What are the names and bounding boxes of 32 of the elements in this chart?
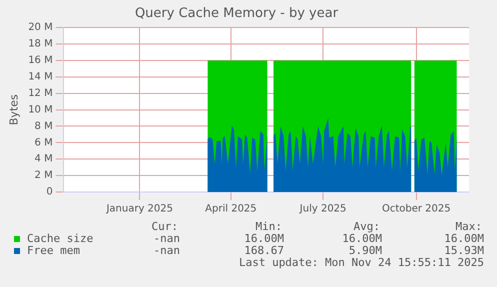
y-tick-label: 20 M	[28, 22, 53, 34]
y-tick-label: 4 M	[34, 154, 53, 165]
text: 168.67	[244, 244, 284, 257]
x-tick-label: October 2025	[382, 204, 451, 215]
y-tick-label: 0	[46, 186, 53, 198]
text: 16.00M	[342, 232, 382, 245]
text: 16.00M	[244, 232, 284, 245]
y-axis-title: Bytes	[7, 94, 20, 126]
y-tick-label: 12 M	[28, 88, 53, 99]
text: 15.93M	[444, 244, 484, 257]
text: 16.00M	[444, 232, 484, 245]
x-tick-label: July 2025	[298, 204, 346, 215]
text: Last update: Mon Nov 24 15:55:11 2025	[238, 256, 484, 269]
legend-label: Cache size	[27, 232, 94, 245]
text: Avg:	[354, 220, 380, 233]
text: 5.90M	[348, 244, 382, 257]
y-tick-label: 2 M	[34, 170, 53, 182]
y-tick-label: 6 M	[34, 137, 53, 148]
y-tick-label: 8 M	[34, 120, 53, 132]
y-tick-label: 18 M	[28, 38, 53, 50]
text: -nan	[154, 244, 180, 257]
chart-title: Query Cache Memory - by year	[134, 6, 339, 22]
y-tick-label: 14 M	[28, 72, 53, 83]
text: Max:	[456, 220, 482, 233]
y-tick-label: 16 M	[28, 55, 53, 66]
x-tick-label: January 2025	[105, 204, 173, 215]
text: Min:	[256, 220, 282, 233]
text: -nan	[154, 232, 180, 245]
legend-label: Free mem	[27, 244, 80, 257]
x-tick-label: April 2025	[205, 204, 257, 215]
text: Cur:	[152, 220, 178, 233]
y-tick-label: 10 M	[28, 104, 53, 116]
